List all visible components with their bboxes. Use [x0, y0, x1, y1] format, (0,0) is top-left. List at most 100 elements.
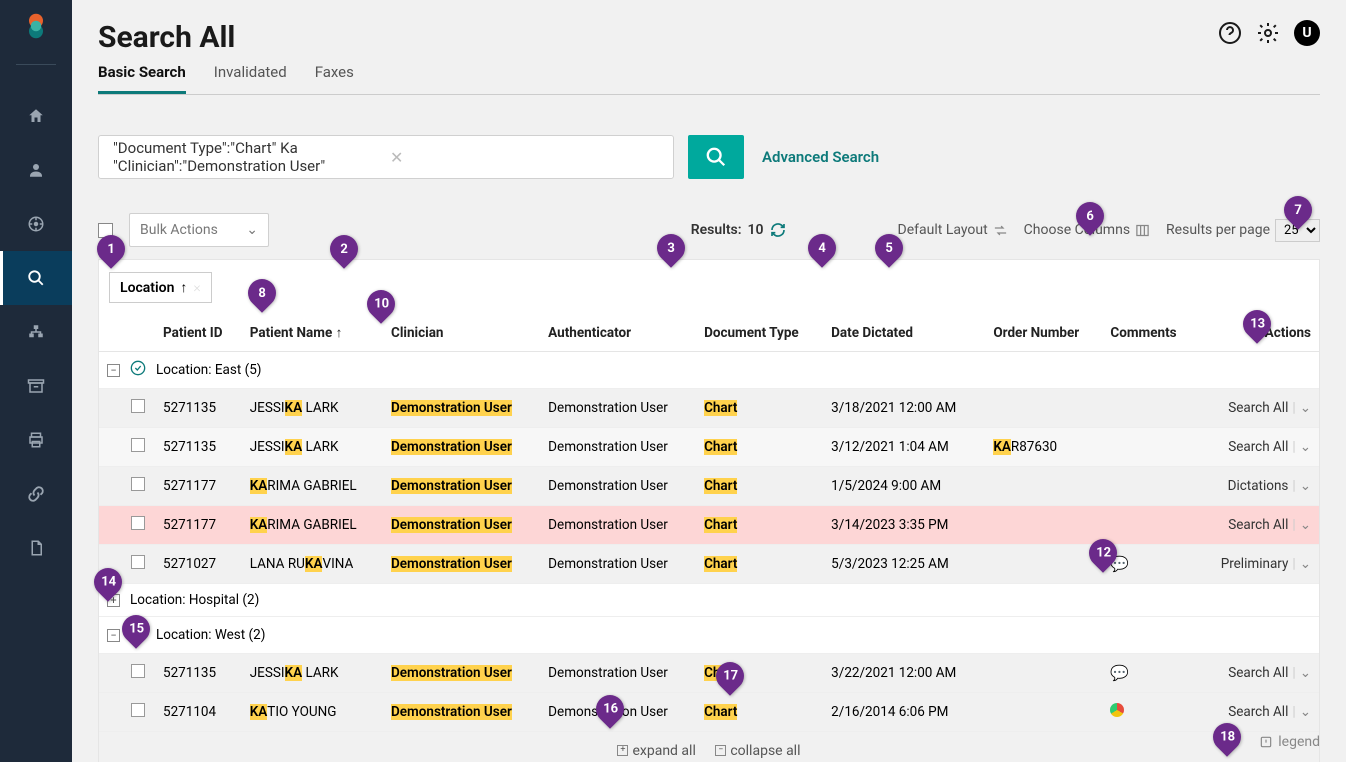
- nav-home[interactable]: [0, 89, 72, 143]
- expand-all-button[interactable]: +expand all: [617, 743, 695, 759]
- cell-date: 3/18/2021 12:00 AM: [823, 389, 985, 428]
- row-action-link[interactable]: Search All: [1228, 665, 1288, 681]
- cell-date: 2/16/2014 6:06 PM: [823, 693, 985, 732]
- comment-icon[interactable]: 💬: [1110, 555, 1129, 573]
- results-per-page: Results per page 25: [1166, 219, 1320, 242]
- row-action-link[interactable]: Search All: [1228, 400, 1288, 416]
- nav-archive[interactable]: [0, 359, 72, 413]
- row-checkbox[interactable]: [131, 703, 145, 717]
- tab-basic-search[interactable]: Basic Search: [98, 63, 186, 94]
- page-size-select[interactable]: 25: [1275, 219, 1320, 242]
- nav-doc[interactable]: [0, 521, 72, 575]
- default-layout-button[interactable]: Default Layout: [898, 222, 1008, 238]
- nav-target[interactable]: [0, 197, 72, 251]
- table-row[interactable]: 5271027 LANA RUKAVINA Demonstration User…: [99, 545, 1319, 584]
- nav-users[interactable]: [0, 143, 72, 197]
- settings-icon[interactable]: [1256, 21, 1280, 45]
- cell-date: 5/3/2023 12:25 AM: [823, 545, 985, 584]
- group-row[interactable]: +Location: Hospital (2): [99, 584, 1319, 617]
- row-checkbox[interactable]: [131, 555, 145, 569]
- action-menu-icon[interactable]: ⌄: [1300, 517, 1311, 533]
- action-menu-icon[interactable]: ⌄: [1300, 478, 1311, 494]
- cell-doc-type: Chart: [696, 506, 823, 545]
- comment-icon[interactable]: 💬: [1110, 664, 1129, 682]
- cell-comments: [1102, 428, 1196, 467]
- cell-order: [985, 693, 1102, 732]
- row-checkbox[interactable]: [131, 664, 145, 678]
- col-authenticator[interactable]: Authenticator: [540, 315, 696, 352]
- search-input[interactable]: "Document Type":"Chart" Ka "Clinician":"…: [98, 135, 674, 179]
- nav-print[interactable]: [0, 413, 72, 467]
- col-order[interactable]: Order Number: [985, 315, 1102, 352]
- nav-org[interactable]: [0, 305, 72, 359]
- divider: [16, 64, 56, 65]
- table-row[interactable]: 5271177 KARIMA GABRIEL Demonstration Use…: [99, 506, 1319, 545]
- col-doc-type[interactable]: Document Type: [696, 315, 823, 352]
- cell-patient-id: 5271177: [155, 467, 242, 506]
- select-all-checkbox[interactable]: [98, 223, 113, 238]
- cell-authenticator: Demonstration User: [540, 654, 696, 693]
- cell-doc-type: Chart: [696, 693, 823, 732]
- nav-link[interactable]: [0, 467, 72, 521]
- row-checkbox[interactable]: [131, 399, 145, 413]
- col-patient-name[interactable]: Patient Name ↑: [242, 315, 383, 352]
- table-row[interactable]: 5271104 KATIO YOUNG Demonstration User D…: [99, 693, 1319, 732]
- cell-actions: Search All|⌄: [1197, 654, 1319, 693]
- action-menu-icon[interactable]: ⌄: [1300, 400, 1311, 416]
- multi-comment-icon[interactable]: [1110, 703, 1124, 717]
- row-action-link[interactable]: Search All: [1228, 439, 1288, 455]
- action-menu-icon[interactable]: ⌄: [1300, 665, 1311, 681]
- row-checkbox[interactable]: [131, 438, 145, 452]
- tabs: Basic Search Invalidated Faxes: [98, 63, 1320, 95]
- row-action-link[interactable]: Preliminary: [1221, 556, 1289, 572]
- row-checkbox[interactable]: [131, 477, 145, 491]
- table-row[interactable]: 5271135 JESSIKA LARK Demonstration User …: [99, 428, 1319, 467]
- cell-date: 3/14/2023 3:35 PM: [823, 506, 985, 545]
- cell-comments: [1102, 389, 1196, 428]
- row-action-link[interactable]: Dictations: [1228, 478, 1289, 494]
- row-checkbox[interactable]: [131, 516, 145, 530]
- group-row[interactable]: −Location: West (2): [99, 617, 1319, 654]
- choose-columns-button[interactable]: Choose Columns: [1024, 222, 1150, 238]
- app-logo: [22, 12, 50, 40]
- row-action-link[interactable]: Search All: [1228, 517, 1288, 533]
- remove-sort-icon[interactable]: ×: [193, 280, 200, 296]
- col-comments[interactable]: Comments: [1102, 315, 1196, 352]
- cell-patient-id: 5271177: [155, 506, 242, 545]
- cell-actions: Dictations|⌄: [1197, 467, 1319, 506]
- minus-icon: −: [715, 745, 726, 756]
- group-toggle-icon[interactable]: −: [107, 629, 120, 642]
- action-menu-icon[interactable]: ⌄: [1300, 439, 1311, 455]
- group-toggle-icon[interactable]: −: [107, 364, 120, 377]
- bulk-actions-select[interactable]: Bulk Actions ⌄: [129, 213, 269, 247]
- col-patient-id[interactable]: Patient ID: [155, 315, 242, 352]
- cell-date: 3/12/2021 1:04 AM: [823, 428, 985, 467]
- cell-clinician: Demonstration User: [383, 389, 540, 428]
- cell-order: [985, 506, 1102, 545]
- action-menu-icon[interactable]: ⌄: [1300, 556, 1311, 572]
- tab-faxes[interactable]: Faxes: [315, 63, 354, 94]
- refresh-icon[interactable]: [770, 222, 786, 238]
- search-button[interactable]: [688, 135, 744, 179]
- row-action-link[interactable]: Search All: [1228, 704, 1288, 720]
- legend-label: legend: [1278, 734, 1320, 750]
- legend-link[interactable]: legend: [1259, 734, 1320, 750]
- collapse-all-button[interactable]: −collapse all: [715, 743, 800, 759]
- col-date[interactable]: Date Dictated: [823, 315, 985, 352]
- sort-chip[interactable]: Location ↑ ×: [109, 272, 212, 303]
- tab-invalidated[interactable]: Invalidated: [214, 63, 287, 94]
- nav-search[interactable]: [0, 251, 72, 305]
- clear-search-icon[interactable]: ✕: [390, 148, 659, 167]
- action-menu-icon[interactable]: ⌄: [1300, 704, 1311, 720]
- col-clinician[interactable]: Clinician: [383, 315, 540, 352]
- table-row[interactable]: 5271135 JESSIKA LARK Demonstration User …: [99, 654, 1319, 693]
- table-row[interactable]: 5271177 KARIMA GABRIEL Demonstration Use…: [99, 467, 1319, 506]
- cell-order: [985, 389, 1102, 428]
- user-avatar[interactable]: U: [1294, 20, 1320, 46]
- group-row[interactable]: −Location: East (5): [99, 352, 1319, 389]
- help-icon[interactable]: [1218, 21, 1242, 45]
- table-row[interactable]: 5271135 JESSIKA LARK Demonstration User …: [99, 389, 1319, 428]
- cell-actions: Search All|⌄: [1197, 389, 1319, 428]
- group-toggle-icon[interactable]: +: [107, 594, 120, 607]
- advanced-search-link[interactable]: Advanced Search: [762, 148, 879, 166]
